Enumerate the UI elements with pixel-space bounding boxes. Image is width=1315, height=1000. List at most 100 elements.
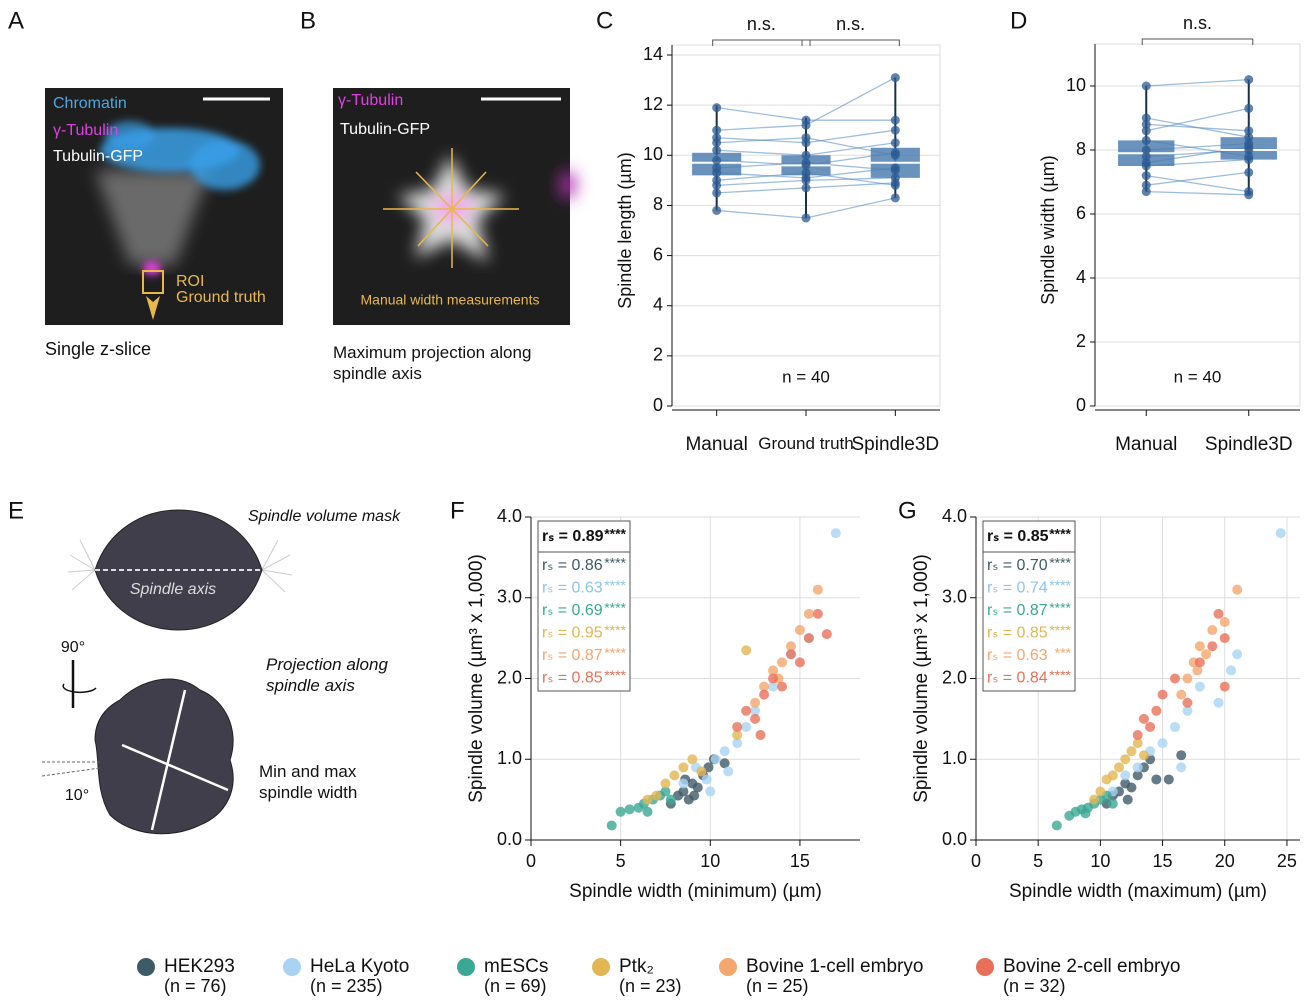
data-point [1141,158,1151,168]
data-point [1141,81,1151,91]
data-point [890,125,900,135]
data-point [1141,171,1151,181]
stats-rs: rₛ = 0.63 [542,580,603,597]
rotation-label: 90° [61,639,85,656]
paired-line [716,209,807,219]
x-tick-label: 15 [1153,851,1173,871]
data-point [803,608,814,619]
y-tick-label: 10 [1066,75,1086,95]
panel-letter: D [1010,7,1027,34]
significance-bracket [712,39,811,46]
stats-rs: rₛ = 0.70 [987,557,1048,574]
data-point [1207,641,1218,652]
data-point [606,820,617,831]
data-point [678,762,689,773]
data-point [768,681,779,692]
data-point [1132,738,1143,749]
data-point [1141,151,1151,161]
y-tick-label: 0.0 [497,829,522,849]
data-point [1126,782,1137,793]
rotation-arrow [62,683,97,694]
data-point [801,160,811,170]
annotation: n = 40 [1174,367,1222,386]
data-point [678,786,689,797]
stats-stars: **** [604,526,626,542]
legend-marker [719,958,737,976]
data-point [712,180,722,190]
data-point [890,138,900,148]
data-point [1232,649,1243,660]
data-point [777,681,788,692]
caption: Maximum projection along spindle axis [333,343,532,384]
data-point [1107,770,1118,781]
data-point [687,754,698,765]
data-point [801,173,811,183]
data-point [732,730,743,741]
x-tick-label: Spindle3D [851,434,940,455]
y-tick-label: 4 [653,294,663,314]
data-point [689,790,700,801]
data-point [801,213,811,223]
legend-count: (n = 69) [484,976,547,996]
legend-label: HEK293 [164,956,235,977]
data-point [1120,770,1131,781]
data-point [712,103,722,113]
data-point [1126,746,1137,757]
data-point [1244,75,1254,85]
data-point [741,705,752,716]
y-axis-label: Spindle volume (µm³ x 1,000) [911,554,932,803]
legend-count: (n = 235) [310,976,383,996]
data-point [712,145,722,155]
data-point [1207,625,1218,636]
data-point [710,754,721,765]
data-point [801,120,811,130]
data-point [750,697,761,708]
y-tick-label: 2 [1076,331,1086,351]
data-point [719,746,730,757]
data-point [665,794,676,805]
annotation: n = 40 [782,367,830,386]
data-point [1132,770,1143,781]
stats-stars: **** [604,555,626,571]
stats-stars: **** [604,622,626,638]
stats-stars: **** [1049,555,1071,571]
data-point [812,608,823,619]
data-point [1244,126,1254,136]
data-point [768,665,779,676]
x-tick-label: Spindle3D [1204,434,1293,455]
data-point [719,758,730,769]
paired-line [1146,171,1249,186]
roi-box [142,270,164,294]
data-point [1192,665,1203,676]
legend-label: mESCs [484,956,548,977]
legend-label: Bovine 2-cell embryo [1003,956,1180,977]
y-tick-label: 0 [653,395,663,415]
stats-rs: rₛ = 0.63 [987,647,1048,664]
data-point [1138,713,1149,724]
diagram-label: Spindle axis [130,581,216,598]
width-arrows [121,689,229,831]
data-point [732,738,743,749]
stats-stars: **** [1049,577,1071,593]
data-point [785,649,796,660]
legend-count: (n = 23) [619,976,682,996]
paired-line [716,124,807,131]
data-point [1141,180,1151,190]
data-point [1244,167,1254,177]
projection-shape [94,678,234,835]
significance-label: n.s. [747,14,776,34]
x-tick-label: 25 [1277,851,1297,871]
data-point [1089,794,1100,805]
paired-line [1146,107,1249,132]
roi-arrow [146,296,160,320]
data-point [794,657,805,668]
data-point [1132,762,1143,773]
channel-label: Chromatin [53,95,127,112]
paired-line [1146,174,1249,193]
stats-rs: rₛ = 0.74 [987,580,1048,597]
legend-marker [592,958,610,976]
data-point [705,786,716,797]
y-tick-label: 1.0 [942,748,967,768]
paired-line [1146,123,1249,132]
stats-stars: **** [604,577,626,593]
